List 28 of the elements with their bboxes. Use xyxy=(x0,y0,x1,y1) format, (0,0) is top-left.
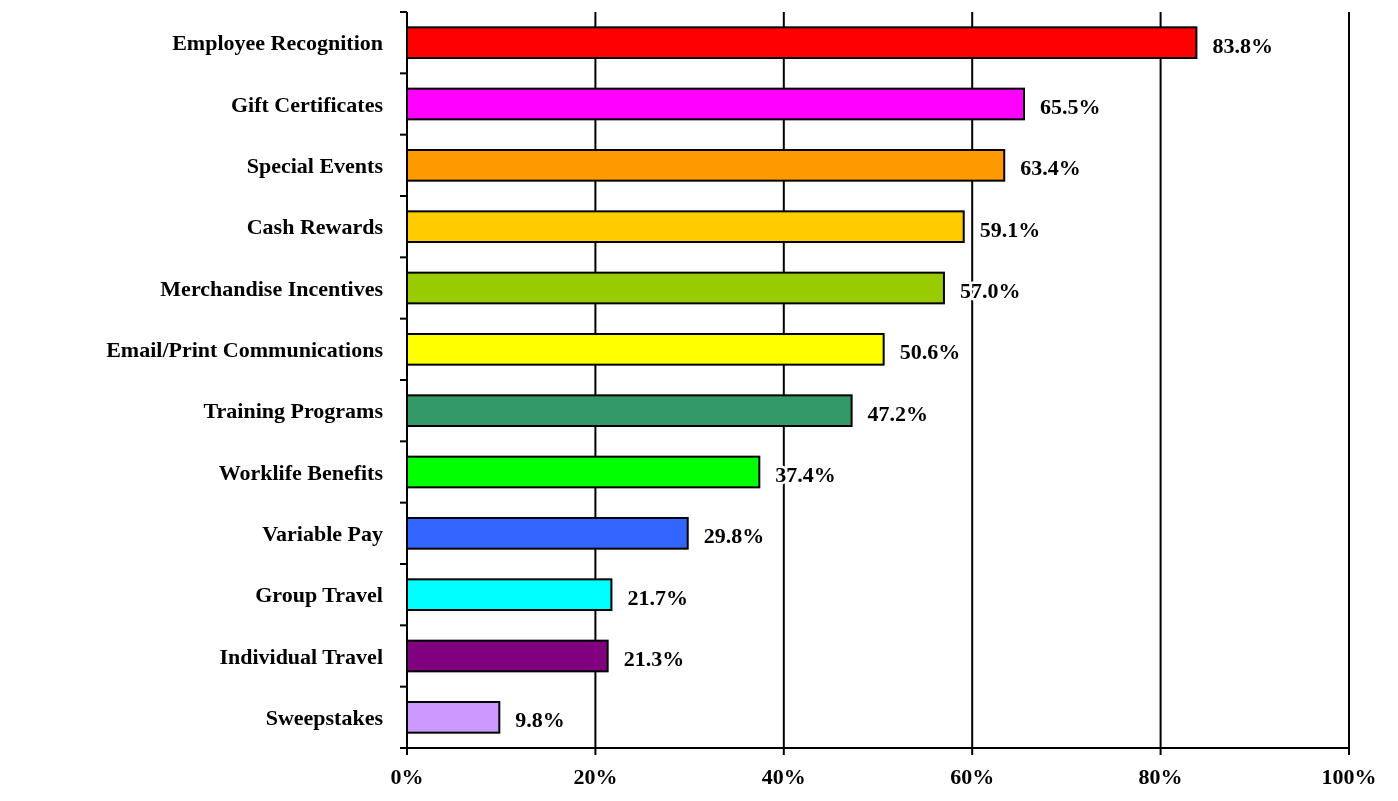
y-tick-label: Special Events xyxy=(246,153,384,179)
y-tick-label: Training Programs xyxy=(203,398,384,424)
y-tick-label: Group Travel xyxy=(255,582,383,608)
x-tick-label: 100% xyxy=(1321,764,1377,789)
data-label: 9.8% xyxy=(515,707,565,733)
x-tick-label: 80% xyxy=(1138,764,1183,789)
data-label: 83.8% xyxy=(1212,32,1273,58)
data-label: 59.1% xyxy=(979,216,1041,242)
data-label: 21.3% xyxy=(623,645,685,671)
y-tick-label: Employee Recognition xyxy=(172,30,383,56)
x-tick-label: 40% xyxy=(761,764,806,789)
y-tick-label: Variable Pay xyxy=(262,521,383,547)
x-tick-label: 0% xyxy=(390,764,424,789)
data-label: 50.6% xyxy=(899,339,961,365)
data-label: 63.4% xyxy=(1020,155,1081,181)
data-label: 47.2% xyxy=(867,400,929,426)
y-tick-label: Worklife Benefits xyxy=(218,459,384,485)
y-tick-label: Email/Print Communications xyxy=(106,337,384,363)
y-tick-label: Individual Travel xyxy=(219,643,383,669)
x-tick-label: 60% xyxy=(950,764,995,789)
data-label: 65.5% xyxy=(1040,93,1101,119)
y-tick-label: Cash Rewards xyxy=(246,214,384,240)
y-tick-label: Merchandise Incentives xyxy=(160,275,384,301)
y-tick-label: Sweepstakes xyxy=(265,705,384,731)
data-label: 29.8% xyxy=(703,523,765,549)
y-tick-label: Gift Certificates xyxy=(230,91,384,117)
x-tick-label: 20% xyxy=(573,764,618,789)
data-label: 21.7% xyxy=(627,584,688,610)
